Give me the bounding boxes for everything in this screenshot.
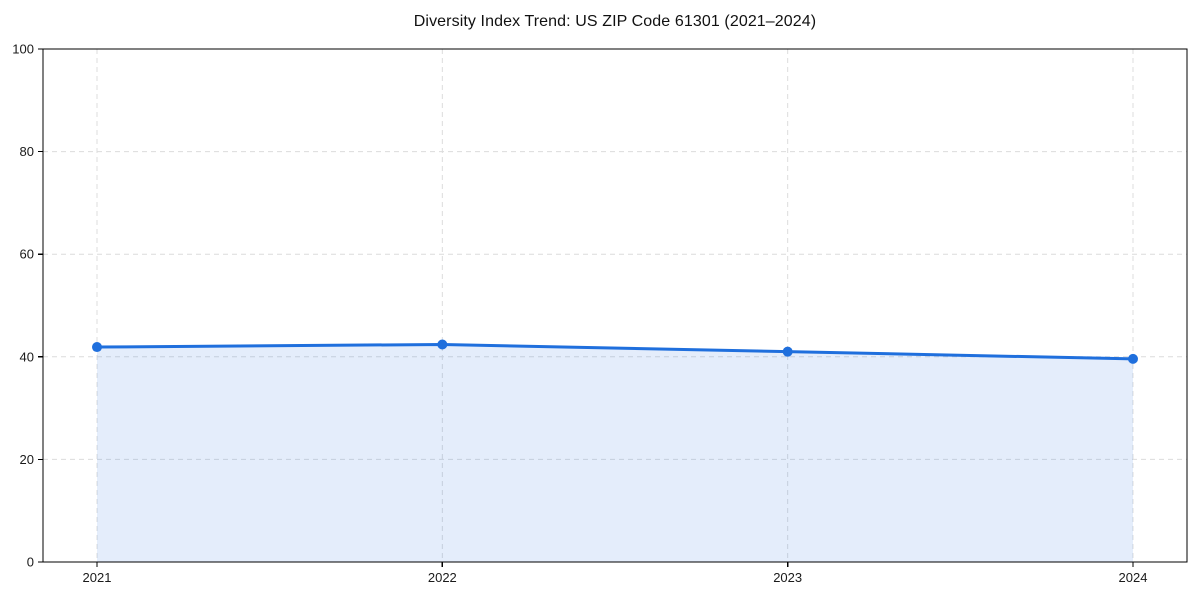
data-point-marker <box>92 342 102 353</box>
chart-title: Diversity Index Trend: US ZIP Code 61301… <box>413 13 817 30</box>
y-tick-label: 20 <box>20 452 34 467</box>
data-point-marker <box>437 339 448 350</box>
trend-line <box>95 342 1135 361</box>
x-tick-label: 2022 <box>428 570 457 585</box>
x-tick-label: 2023 <box>773 570 802 585</box>
x-tick-label: 2024 <box>1119 570 1148 585</box>
plot-border <box>42 48 1188 563</box>
y-tick-label: 100 <box>12 42 34 57</box>
x-tick-label: 2021 <box>83 570 112 585</box>
data-point-marker <box>1128 353 1138 364</box>
y-tick-label: 80 <box>20 144 34 159</box>
y-tick-label: 60 <box>20 247 34 262</box>
y-tick-label: 40 <box>20 349 34 364</box>
y-tick-label: 0 <box>27 555 34 570</box>
data-point-marker <box>782 346 793 357</box>
area-fill <box>97 344 1133 562</box>
